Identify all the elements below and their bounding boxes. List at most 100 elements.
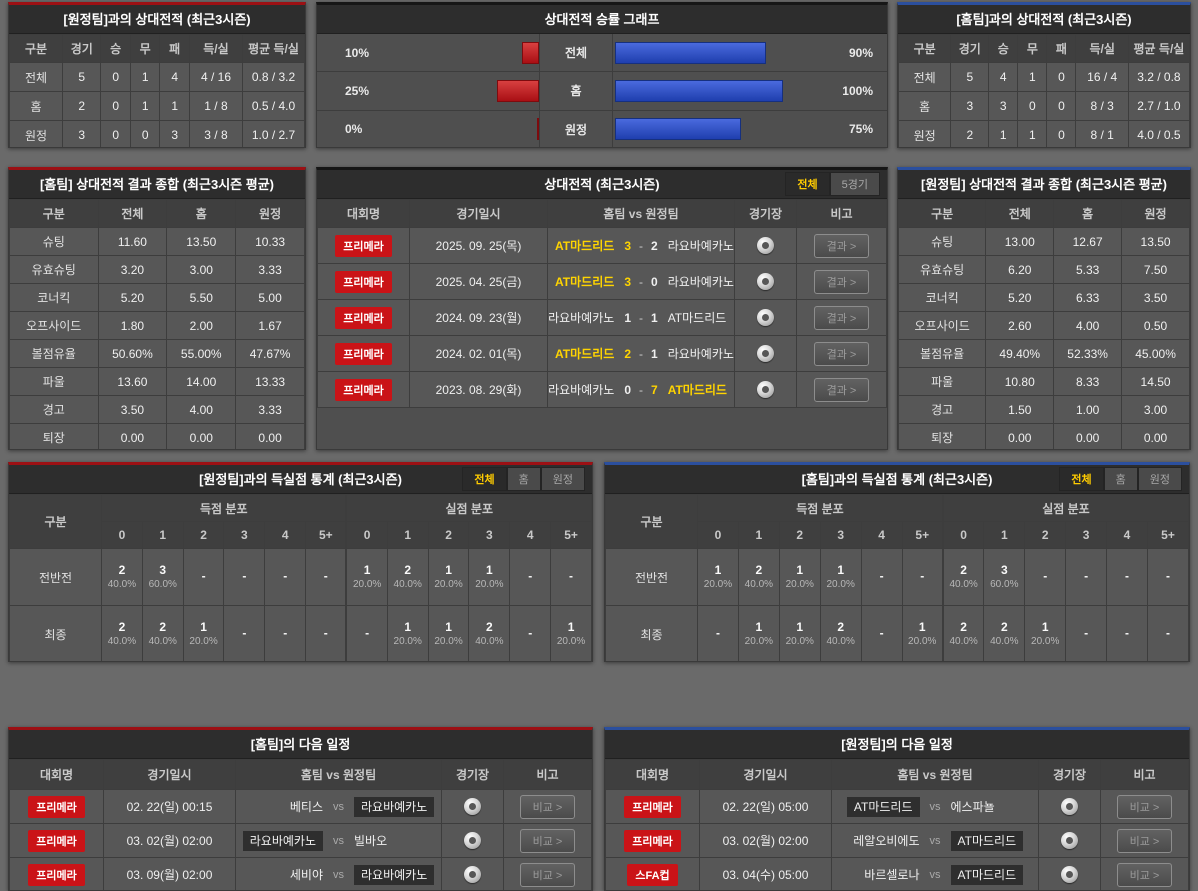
conceded-0: - xyxy=(345,605,388,661)
col-5plus: 5+ xyxy=(550,521,592,549)
cell-loss: 0 xyxy=(1046,62,1077,92)
away-team-name: AT마드리드 xyxy=(950,865,1024,885)
chart-left-total: 10% xyxy=(317,34,539,71)
cell-win: 4 xyxy=(988,62,1019,92)
result-button[interactable]: 결과 > xyxy=(813,233,870,258)
left-bar-track xyxy=(371,41,539,64)
col-gubun: 구분 xyxy=(9,199,99,228)
tab-all[interactable]: 전체 xyxy=(785,172,830,196)
row-label: 원정 xyxy=(898,120,952,147)
cell-datetime: 02. 22(일) 05:00 xyxy=(699,789,832,824)
away-score: 7 xyxy=(651,382,658,397)
conceded-3: - xyxy=(1065,605,1108,661)
col-2: 2 xyxy=(1024,521,1067,549)
stadium-globe-icon[interactable] xyxy=(757,237,774,254)
cell-note: 비교 > xyxy=(503,857,592,890)
panel-title-h2h: 상대전적 (최근3시즌) 전체 5경기 xyxy=(317,170,887,199)
stat-all: 10.80 xyxy=(985,367,1055,396)
compare-button[interactable]: 비교 > xyxy=(1116,794,1173,819)
stat-all: 1.80 xyxy=(97,311,168,340)
col-gubun: 구분 xyxy=(9,494,102,549)
tab-home[interactable]: 홈 xyxy=(1103,467,1138,491)
tab-away[interactable]: 원정 xyxy=(1137,467,1182,491)
cell-note: 결과 > xyxy=(796,227,887,264)
cell-draw: 1 xyxy=(1017,120,1048,147)
stat-away: 47.67% xyxy=(235,339,305,368)
stat-home: 5.33 xyxy=(1053,255,1123,284)
dist-score-header-row: 0 1 2 3 4 5+ 0 1 2 3 4 5+ xyxy=(10,521,592,549)
conceded-3: 1 20.0% xyxy=(468,548,511,606)
tab-5games[interactable]: 5경기 xyxy=(829,172,880,196)
result-button[interactable]: 결과 > xyxy=(813,341,870,366)
col-0: 0 xyxy=(941,521,985,549)
stadium-globe-icon[interactable] xyxy=(464,866,481,883)
stadium-globe-icon[interactable] xyxy=(757,309,774,326)
compare-button[interactable]: 비교 > xyxy=(1116,828,1173,853)
scored-2: 1 20.0% xyxy=(182,605,225,661)
stadium-globe-icon[interactable] xyxy=(757,345,774,362)
away-team-name: AT마드리드 xyxy=(950,831,1024,851)
cell-datetime: 2024. 09. 23(월) xyxy=(409,299,548,336)
scored-5plus: - xyxy=(305,605,347,661)
result-button[interactable]: 결과 > xyxy=(813,377,870,402)
result-button[interactable]: 결과 > xyxy=(813,305,870,330)
dist-group-header-row: 구분 득점 분포 실점 분포 xyxy=(605,494,1189,549)
col-1: 1 xyxy=(386,521,429,549)
conceded-4: - xyxy=(1106,548,1148,606)
away-team-name: AT마드리드 xyxy=(667,311,727,325)
col-games: 경기 xyxy=(62,34,102,63)
result-button[interactable]: 결과 > xyxy=(813,269,870,294)
col-1: 1 xyxy=(737,521,780,549)
cell-avg-goals: 0.8 / 3.2 xyxy=(242,62,305,92)
chart-right-total: 90% xyxy=(613,34,887,71)
cell-datetime: 2024. 02. 01(목) xyxy=(409,335,548,372)
stat-all: 13.00 xyxy=(985,227,1055,256)
stat-all: 6.20 xyxy=(985,255,1055,284)
stat-all: 11.60 xyxy=(97,227,168,256)
compare-button[interactable]: 비교 > xyxy=(519,794,576,819)
stadium-globe-icon[interactable] xyxy=(757,273,774,290)
col-teams: 홈팀 vs 원정팀 xyxy=(831,759,1039,790)
compare-button[interactable]: 비교 > xyxy=(1116,862,1173,887)
stadium-globe-icon[interactable] xyxy=(464,798,481,815)
cell-goals: 1 / 8 xyxy=(188,91,244,121)
goal-stats-tab-group: 전체 홈 원정 xyxy=(462,467,585,491)
compare-button[interactable]: 비교 > xyxy=(519,862,576,887)
compare-button[interactable]: 비교 > xyxy=(519,828,576,853)
cell-stadium xyxy=(441,823,504,858)
record-row: 홈 2 0 1 1 1 / 8 0.5 / 4.0 xyxy=(9,91,305,121)
tab-all[interactable]: 전체 xyxy=(1059,467,1104,491)
league-badge: 프리메라 xyxy=(335,378,392,401)
cell-avg-goals: 1.0 / 2.7 xyxy=(242,120,305,147)
cell-loss: 3 xyxy=(159,120,190,147)
stadium-globe-icon[interactable] xyxy=(1061,866,1078,883)
goal-stats-title-text: [홈팀]과의 득실점 통계 (최근3시즌) xyxy=(801,472,993,487)
stadium-globe-icon[interactable] xyxy=(464,832,481,849)
home-score: 2 xyxy=(624,346,631,361)
stat-away: 1.67 xyxy=(235,311,305,340)
scored-3: - xyxy=(223,548,266,606)
schedule-header-row: 대회명 경기일시 홈팀 vs 원정팀 경기장 비고 xyxy=(605,759,1189,790)
goal-stats-title-text: [원정팀]과의 득실점 통계 (최근3시즌) xyxy=(199,472,402,487)
vs-label: vs xyxy=(333,868,344,881)
col-home: 홈 xyxy=(166,199,237,228)
summary-row: 오프사이드 1.80 2.00 1.67 xyxy=(9,311,305,340)
stadium-globe-icon[interactable] xyxy=(1061,798,1078,815)
row-label: 전체 xyxy=(9,62,64,92)
right-pct-label: 100% xyxy=(842,83,873,98)
cell-draw: 1 xyxy=(1017,62,1048,92)
tab-all[interactable]: 전체 xyxy=(462,467,507,491)
dist-row: 최종 - 1 20.0% 1 20.0% 2 40.0% - 1 20.0% 2 40.0… xyxy=(605,605,1189,661)
col-goals: 득/실 xyxy=(188,34,244,63)
tab-away[interactable]: 원정 xyxy=(540,467,585,491)
score-dash: - xyxy=(639,382,643,397)
stat-home: 12.67 xyxy=(1053,227,1123,256)
away-team-wrap: AT마드리드 xyxy=(950,831,1039,851)
cell-stadium xyxy=(734,299,797,336)
cell-win: 0 xyxy=(100,91,131,121)
tab-home[interactable]: 홈 xyxy=(506,467,541,491)
stat-home: 4.00 xyxy=(166,395,237,424)
col-stadium: 경기장 xyxy=(1038,759,1101,790)
stadium-globe-icon[interactable] xyxy=(757,381,774,398)
stadium-globe-icon[interactable] xyxy=(1061,832,1078,849)
